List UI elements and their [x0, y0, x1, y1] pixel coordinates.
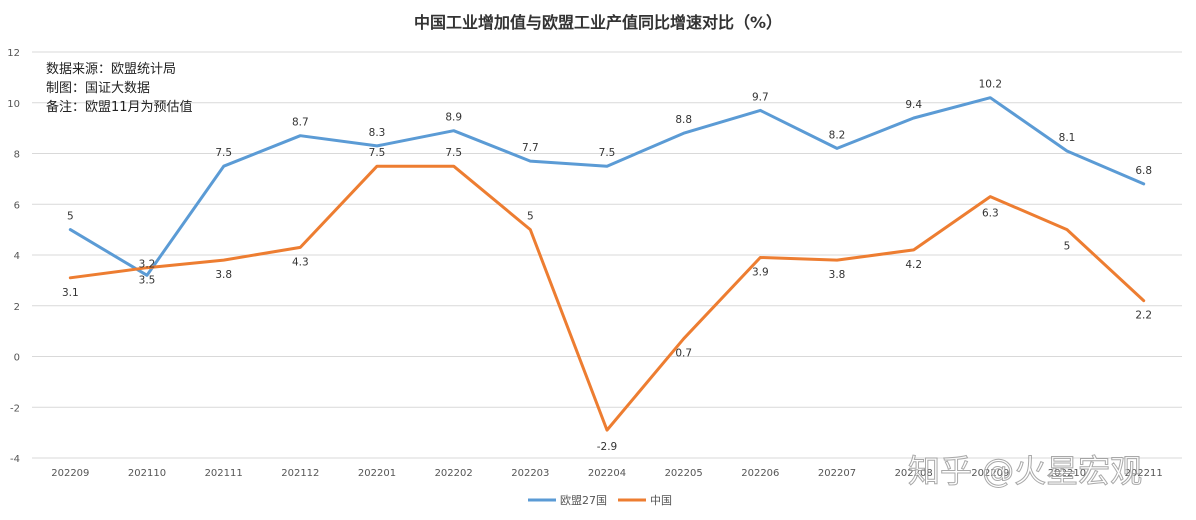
data-label-china: 5	[1064, 241, 1071, 253]
x-tick-label: 202204	[588, 468, 626, 479]
data-label-china: 7.5	[445, 147, 462, 159]
y-axis-ticks: -4 -2 0 2 4 6 8 10 12	[7, 48, 20, 465]
annotation-remark: 备注：欧盟11月为预估值	[46, 99, 193, 115]
data-label-china: 3.5	[139, 275, 156, 287]
data-label-china: 4.3	[292, 256, 309, 268]
data-label-eu27: 8.7	[292, 117, 309, 129]
data-label-eu27: 8.2	[829, 129, 846, 141]
y-tick-label: 8	[14, 150, 20, 161]
data-label-eu27: 8.1	[1059, 132, 1076, 144]
data-labels: 5 3.2 7.5 8.7 8.3 8.9 7.7 7.5 8.8 9.7 8.2 9.4 10.2 8.…	[62, 79, 1152, 453]
series-lines	[68, 96, 1146, 432]
data-label-china: 3.8	[215, 269, 232, 281]
y-tick-label: 0	[14, 353, 20, 364]
data-label-china: -2.9	[597, 441, 618, 453]
x-tick-label: 202207	[818, 468, 856, 479]
annotation-source: 数据来源：欧盟统计局	[46, 62, 176, 77]
data-label-china: 4.2	[905, 259, 922, 271]
legend-label-eu: 欧盟27国	[560, 494, 607, 507]
y-tick-label: -2	[10, 403, 20, 414]
data-label-china: 0.7	[675, 348, 692, 360]
x-tick-label: 202210	[1048, 468, 1086, 479]
x-tick-label: 202208	[895, 468, 933, 479]
data-label-china: 3.1	[62, 287, 79, 299]
x-tick-label: 202205	[665, 468, 703, 479]
data-label-eu27: 5	[67, 211, 74, 223]
data-label-eu27: 7.5	[215, 147, 232, 159]
data-label-eu27: 9.7	[752, 91, 769, 103]
data-label-china: 3.8	[829, 269, 846, 281]
x-tick-label: 202111	[205, 468, 243, 479]
data-label-china: 6.3	[982, 208, 999, 220]
y-tick-label: 2	[14, 302, 20, 313]
y-tick-label: 4	[14, 251, 20, 262]
data-label-china: 7.5	[369, 147, 386, 159]
x-axis-ticks: 202209 202110 202111 202112 202201 202202 2022…	[51, 468, 1163, 479]
data-label-eu27: 8.3	[369, 127, 386, 139]
y-tick-label: -4	[10, 454, 20, 465]
x-tick-label: 202201	[358, 468, 396, 479]
data-label-eu27: 10.2	[979, 79, 1002, 91]
legend-label-china: 中国	[650, 494, 672, 507]
x-tick-label: 202206	[741, 468, 779, 479]
x-tick-label: 202112	[281, 468, 319, 479]
data-label-eu27: 6.8	[1135, 165, 1152, 177]
y-tick-label: 10	[7, 99, 20, 110]
data-label-eu27: 7.5	[599, 147, 616, 159]
x-tick-label: 202211	[1125, 468, 1163, 479]
gridlines	[32, 51, 1182, 459]
chart-title: 中国工业增加值与欧盟工业产值同比增速对比（%）	[414, 13, 782, 32]
data-label-china: 2.2	[1135, 310, 1152, 322]
data-label-eu27: 8.8	[675, 114, 692, 126]
series-line-china	[68, 164, 1146, 432]
annotation-maker: 制图：国证大数据	[46, 81, 150, 96]
series-line-eu27	[68, 96, 1146, 277]
x-tick-label: 202209	[971, 468, 1009, 479]
data-label-eu27: 9.4	[905, 99, 922, 111]
data-label-china: 3.9	[752, 267, 769, 279]
x-tick-label: 202209	[51, 468, 89, 479]
annotation-box: 数据来源：欧盟统计局 制图：国证大数据 备注：欧盟11月为预估值	[46, 62, 193, 115]
x-tick-label: 202203	[511, 468, 549, 479]
data-label-eu27: 3.2	[139, 258, 156, 270]
data-label-china: 5	[527, 211, 534, 223]
x-tick-label: 202110	[128, 468, 166, 479]
x-tick-label: 202202	[435, 468, 473, 479]
legend: 欧盟27国 中国	[528, 494, 672, 507]
data-label-eu27: 8.9	[445, 112, 462, 124]
y-tick-label: 12	[7, 48, 20, 59]
watermark: 知乎 @火星宏观	[908, 452, 1142, 490]
y-tick-label: 6	[14, 200, 20, 211]
data-label-eu27: 7.7	[522, 142, 539, 154]
